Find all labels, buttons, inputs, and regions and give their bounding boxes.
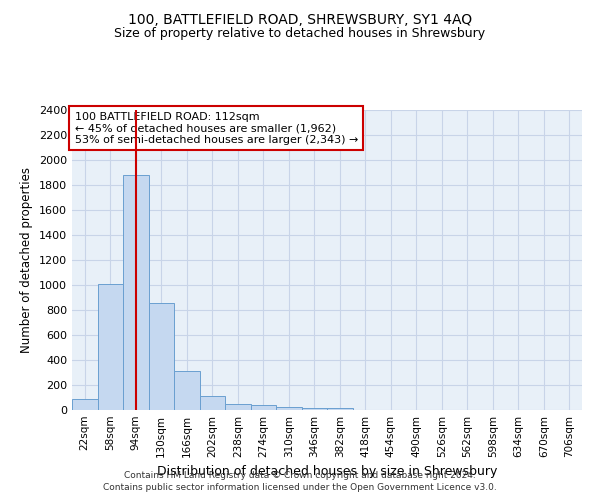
Y-axis label: Number of detached properties: Number of detached properties <box>20 167 34 353</box>
Text: 100 BATTLEFIELD ROAD: 112sqm
← 45% of detached houses are smaller (1,962)
53% of: 100 BATTLEFIELD ROAD: 112sqm ← 45% of de… <box>74 112 358 144</box>
Text: Contains HM Land Registry data © Crown copyright and database right 2024.: Contains HM Land Registry data © Crown c… <box>124 471 476 480</box>
Bar <box>327 408 353 410</box>
Bar <box>123 175 149 410</box>
Text: Size of property relative to detached houses in Shrewsbury: Size of property relative to detached ho… <box>115 28 485 40</box>
Text: 100, BATTLEFIELD ROAD, SHREWSBURY, SY1 4AQ: 100, BATTLEFIELD ROAD, SHREWSBURY, SY1 4… <box>128 12 472 26</box>
Bar <box>251 405 276 410</box>
Text: Contains public sector information licensed under the Open Government Licence v3: Contains public sector information licen… <box>103 484 497 492</box>
Bar <box>302 408 327 410</box>
Bar <box>72 400 97 410</box>
X-axis label: Distribution of detached houses by size in Shrewsbury: Distribution of detached houses by size … <box>157 466 497 478</box>
Bar <box>174 370 199 410</box>
Bar <box>276 406 302 410</box>
Bar <box>97 284 123 410</box>
Bar <box>225 404 251 410</box>
Bar <box>149 303 174 410</box>
Bar <box>199 396 225 410</box>
